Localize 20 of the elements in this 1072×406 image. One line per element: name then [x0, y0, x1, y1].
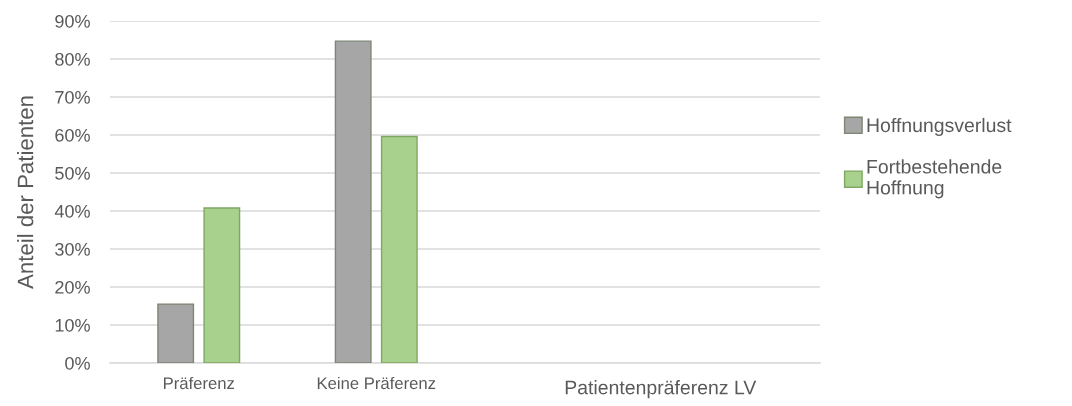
y-tick-label: 40%: [54, 204, 90, 218]
bar: [380, 135, 418, 363]
y-tick-label: 60%: [55, 128, 90, 142]
legend-label: Fortbestehende Hoffnung: [867, 159, 1002, 199]
y-tick-label: 0%: [65, 356, 90, 370]
x-axis-title: Patientenpräferenz LV: [565, 380, 757, 399]
legend-label: Hoffnungsverlust: [867, 117, 1012, 136]
bar: [157, 303, 195, 363]
y-tick-label: 10%: [55, 318, 90, 332]
y-tick-label: 50%: [55, 166, 90, 180]
x-tick-label: Keine Präferenz: [317, 376, 436, 390]
y-tick-label: 70%: [55, 90, 90, 104]
y-tick-label: 30%: [55, 242, 90, 256]
x-tick-label: Präferenz: [163, 376, 235, 390]
y-tick-label: 80%: [55, 52, 90, 66]
y-axis-title: Anteil der Patienten: [17, 96, 34, 289]
y-tick-label: 20%: [55, 280, 90, 294]
bar: [334, 40, 372, 363]
y-tick-label: 90%: [55, 14, 90, 28]
bar: [203, 207, 241, 363]
